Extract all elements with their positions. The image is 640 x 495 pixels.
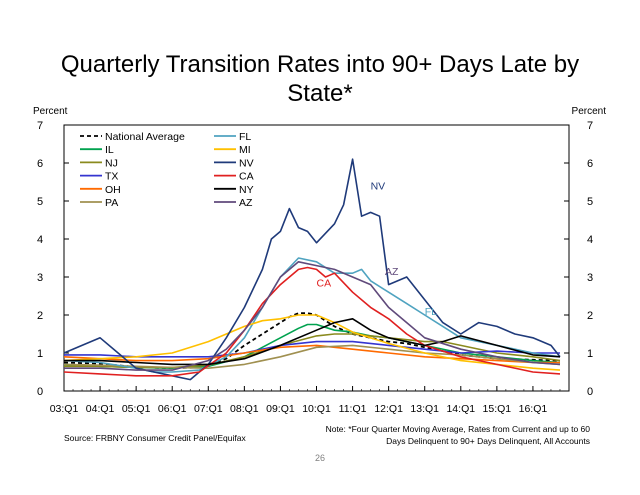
annotation-label: NV — [371, 181, 386, 193]
footnote: Note: *Four Quarter Moving Average, Rate… — [300, 423, 590, 447]
series-line-az — [64, 260, 561, 371]
y-axis-label-left: Percent — [33, 106, 68, 117]
series-line-oh — [63, 344, 560, 364]
y-tick-label-left: 2 — [37, 310, 43, 322]
x-tick-label: 16:Q1 — [519, 403, 548, 415]
y-tick-label-left: 5 — [37, 196, 43, 208]
annotation-label: AZ — [385, 266, 399, 278]
x-tick-label: 14:Q1 — [446, 403, 475, 415]
footnote-line-2: Days Delinquent to 90+ Days Delinquent, … — [386, 436, 590, 446]
legend-label: TX — [105, 171, 118, 183]
x-tick-label: 09:Q1 — [266, 403, 295, 415]
series-line-ca — [63, 266, 561, 377]
y-tick-label-left: 1 — [37, 348, 43, 360]
y-tick-label-left: 4 — [37, 234, 43, 246]
x-tick-label: 15:Q1 — [483, 403, 512, 415]
legend-label: National Average — [105, 131, 185, 143]
series-line-nv — [63, 158, 561, 381]
legend-label: MI — [239, 144, 251, 156]
y-tick-label-right: 3 — [587, 272, 593, 284]
x-tick-label: 10:Q1 — [302, 403, 331, 415]
legend-label: IL — [105, 144, 114, 156]
y-tick-label-left: 6 — [37, 158, 43, 170]
y-tick-label-right: 7 — [587, 120, 593, 132]
series-line-tx — [64, 340, 560, 358]
series-line-ny — [64, 317, 561, 366]
y-tick-label-right: 0 — [587, 386, 593, 398]
x-tick-label: 07:Q1 — [194, 403, 223, 415]
annotation-label: CA — [317, 278, 332, 290]
legend-label: CA — [239, 171, 254, 183]
y-tick-label-left: 0 — [37, 386, 43, 398]
y-tick-label-right: 4 — [587, 234, 593, 246]
source-note: Source: FRBNY Consumer Credit Panel/Equi… — [64, 433, 246, 443]
x-tick-label: 11:Q1 — [339, 403, 367, 415]
legend-label: OH — [105, 184, 121, 196]
y-tick-label-left: 3 — [37, 272, 43, 284]
y-tick-label-right: 2 — [587, 310, 593, 322]
legend-label: FL — [239, 131, 251, 143]
footnote-line-1: Note: *Four Quarter Moving Average, Rate… — [325, 424, 590, 434]
legend-label: NY — [239, 184, 254, 196]
x-tick-label: 08:Q1 — [230, 403, 259, 415]
y-tick-label-left: 7 — [37, 120, 43, 132]
y-tick-label-right: 6 — [587, 158, 593, 170]
y-tick-label-right: 1 — [587, 348, 593, 360]
y-axis-label-right: Percent — [572, 106, 607, 117]
x-tick-label: 05:Q1 — [122, 403, 151, 415]
legend-label: NJ — [105, 157, 118, 169]
x-tick-label: 12:Q1 — [374, 403, 403, 415]
legend-label: AZ — [239, 197, 253, 209]
y-tick-label-right: 5 — [587, 196, 593, 208]
series-line-mi — [63, 314, 561, 371]
annotation-label: FL — [425, 306, 437, 318]
legend-label: NV — [239, 157, 254, 169]
chart-title: Quarterly Transition Rates into 90+ Days… — [60, 51, 580, 107]
x-tick-label: 06:Q1 — [158, 403, 187, 415]
series-line-pa — [63, 344, 561, 370]
x-tick-label: 03:Q1 — [50, 403, 79, 415]
legend-label: PA — [105, 197, 118, 209]
x-tick-label: 04:Q1 — [86, 403, 115, 415]
x-tick-label: 13:Q1 — [410, 403, 439, 415]
page-number: 26 — [314, 453, 325, 463]
